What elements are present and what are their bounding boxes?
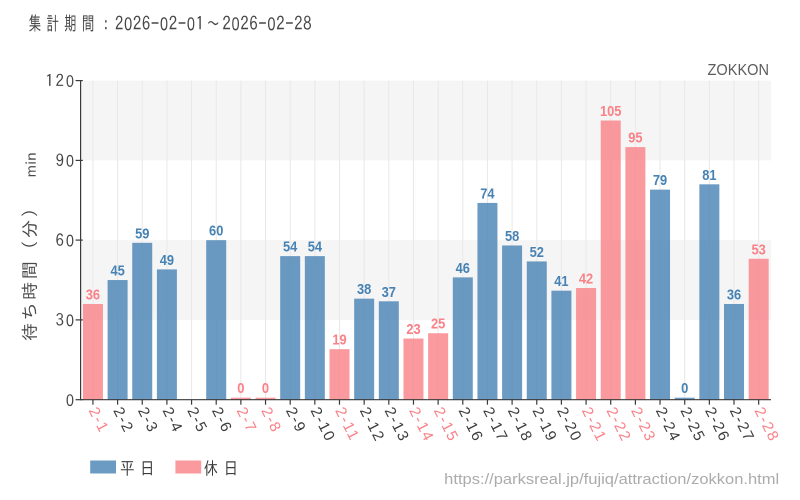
svg-text:https://parksreal.jp/fujiq/att: https://parksreal.jp/fujiq/attraction/zo… xyxy=(444,472,779,488)
svg-text:2-3: 2-3 xyxy=(134,404,161,436)
svg-text:2-2: 2-2 xyxy=(109,404,136,436)
svg-text:2-4: 2-4 xyxy=(159,404,186,436)
svg-text:ZOKKON: ZOKKON xyxy=(708,62,770,79)
svg-text:36: 36 xyxy=(86,287,100,303)
svg-text:81: 81 xyxy=(702,168,716,184)
svg-text:2-8: 2-8 xyxy=(257,404,284,436)
svg-text:105: 105 xyxy=(600,104,622,120)
svg-text:41: 41 xyxy=(554,274,568,290)
svg-text:53: 53 xyxy=(752,242,766,258)
svg-text:0: 0 xyxy=(681,381,688,397)
svg-text:38: 38 xyxy=(357,282,371,298)
svg-text:25: 25 xyxy=(431,317,445,333)
svg-text:19: 19 xyxy=(332,333,346,349)
svg-text:2-5: 2-5 xyxy=(183,404,210,436)
svg-text:60: 60 xyxy=(209,224,223,240)
svg-text:0: 0 xyxy=(262,381,269,397)
svg-text:45: 45 xyxy=(110,264,124,280)
svg-text:49: 49 xyxy=(160,253,174,269)
svg-text:79: 79 xyxy=(653,173,667,189)
svg-text:95: 95 xyxy=(628,131,642,147)
svg-text:2-28: 2-28 xyxy=(751,404,783,445)
svg-text:23: 23 xyxy=(406,322,420,338)
svg-text:54: 54 xyxy=(308,240,322,256)
svg-text:54: 54 xyxy=(283,240,297,256)
svg-text:36: 36 xyxy=(727,287,741,303)
svg-text:2-6: 2-6 xyxy=(208,404,235,436)
svg-text:46: 46 xyxy=(456,261,470,277)
svg-text:2-9: 2-9 xyxy=(282,404,309,436)
svg-text:59: 59 xyxy=(135,226,149,242)
svg-text:37: 37 xyxy=(382,285,396,301)
svg-text:2-7: 2-7 xyxy=(233,404,260,436)
svg-text:0: 0 xyxy=(237,381,244,397)
svg-text:58: 58 xyxy=(505,229,519,245)
svg-text:42: 42 xyxy=(579,272,593,288)
svg-text:74: 74 xyxy=(480,186,494,202)
svg-text:52: 52 xyxy=(530,245,544,261)
svg-text:2-1: 2-1 xyxy=(85,404,112,436)
